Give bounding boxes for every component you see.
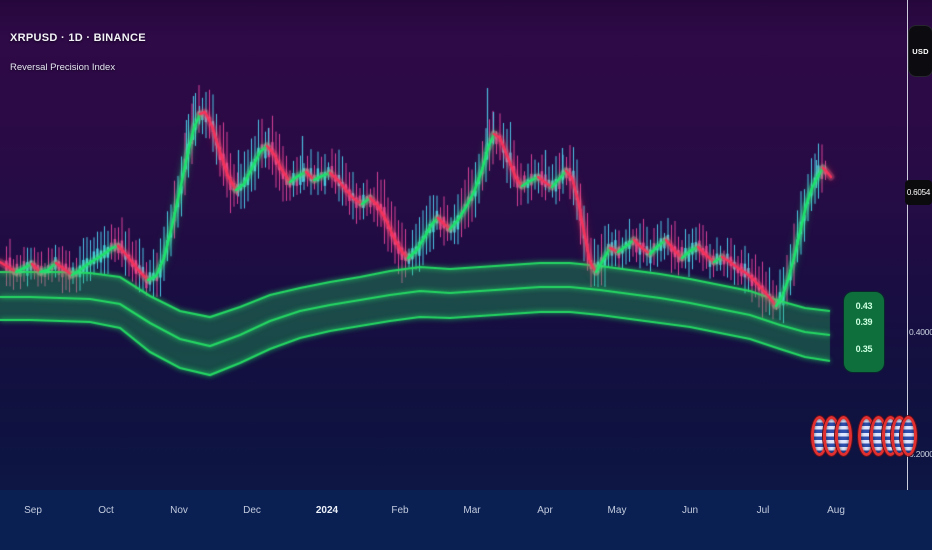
price-chart-canvas[interactable] (0, 0, 932, 490)
time-axis-label: Jun (681, 505, 699, 516)
time-axis-label: Mar (463, 505, 481, 516)
time-axis-label: Sep (24, 505, 42, 516)
band-value-badge: 0.43 0.39 0.35 (844, 292, 884, 372)
indicator-title: Reversal Precision Index (10, 62, 116, 73)
last-price-badge: 0.6054 (905, 180, 932, 205)
time-axis-label: Aug (827, 505, 845, 516)
time-axis[interactable]: Sep Oct Nov Dec 2024 Feb Mar Apr May Jun Jul Aug (0, 490, 932, 550)
price-axis-tick: 0.2000 (909, 449, 932, 459)
time-axis-label: 2024 (315, 505, 339, 516)
price-axis-tick: 0.4000 (909, 327, 932, 337)
symbol-title: XRPUSD · 1D · BINANCE (10, 32, 146, 44)
band-upper-value: 0.43 (855, 301, 873, 311)
time-axis-label: Feb (391, 505, 409, 516)
time-axis-label: May (607, 505, 627, 516)
time-axis-label: Dec (243, 505, 261, 516)
time-axis-label: Apr (537, 505, 553, 516)
currency-toggle-button[interactable]: USD (908, 25, 932, 77)
time-axis-label: Jul (756, 505, 770, 516)
us-flag-event-icon[interactable] (899, 416, 917, 456)
band-middle-value: 0.39 (855, 317, 873, 327)
band-lower-value: 0.35 (855, 344, 873, 354)
time-axis-label: Nov (170, 505, 188, 516)
price-axis-divider (907, 0, 908, 532)
us-flag-event-icon[interactable] (834, 416, 852, 456)
time-axis-label: Oct (98, 505, 114, 516)
